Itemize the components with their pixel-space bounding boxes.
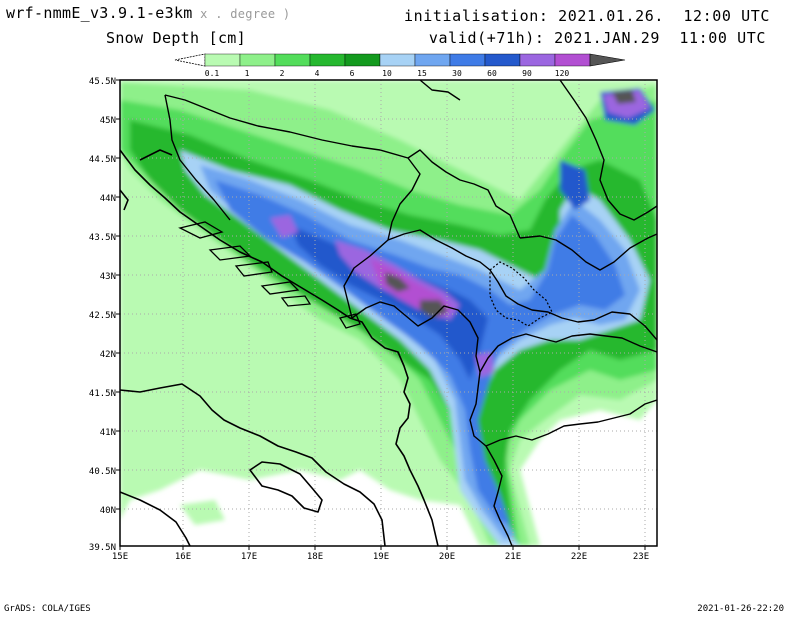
lon-label: 19E	[373, 552, 389, 562]
field-title: Snow Depth [cm]	[106, 29, 246, 47]
coastlines	[120, 149, 439, 546]
lat-label: 40N	[100, 506, 116, 516]
colorbar-swatch	[449, 53, 486, 67]
colorbar-high-arrow	[589, 53, 626, 67]
lat-label: 41.5N	[89, 389, 116, 399]
provisional-border	[489, 261, 553, 327]
run-timestamp: 2021-01-26-22:20	[697, 604, 784, 614]
map-border	[119, 79, 658, 547]
lat-label: 42.5N	[89, 311, 116, 321]
lat-label: 45N	[100, 116, 116, 126]
islands	[178, 221, 361, 329]
lat-label: 44N	[100, 194, 116, 204]
colorbar: 0.1 1 2 4 6 10 15 30 60 90 120	[174, 53, 626, 78]
lon-label: 15E	[112, 552, 128, 562]
colorbar-label: 15	[417, 69, 427, 78]
lat-label: 40.5N	[89, 467, 116, 477]
valid-time: valid(+71h): 2021.JAN.29 11:00 UTC	[428, 29, 766, 47]
lat-label: 43.5N	[89, 233, 116, 243]
graticule	[120, 80, 657, 546]
axis-ticks	[116, 79, 646, 550]
snow-depth-field	[120, 80, 657, 546]
colorbar-swatch	[379, 53, 416, 67]
colorbar-swatch	[414, 53, 451, 67]
snow-patch-southwest	[180, 500, 225, 525]
colorbar-label: 4	[315, 69, 320, 78]
lon-label: 18E	[307, 552, 323, 562]
colorbar-label: 30	[452, 69, 462, 78]
lon-label: 22E	[571, 552, 587, 562]
colorbar-label: 2	[280, 69, 285, 78]
colorbar-label: 10	[382, 69, 392, 78]
lat-label: 44.5N	[89, 155, 116, 165]
model-title: wrf-nmmE_v3.9.1-e3km x . degree )	[6, 4, 290, 22]
colorbar-label: 1	[245, 69, 250, 78]
colorbar-swatch	[344, 53, 381, 67]
lat-label: 43N	[100, 272, 116, 282]
colorbar-label: 0.1	[205, 69, 220, 78]
snow-contour-30	[215, 180, 625, 525]
colorbar-label: 6	[350, 69, 355, 78]
initialisation-time: initialisation: 2021.01.26. 12:00 UTC	[404, 7, 770, 25]
colorbar-label: 120	[555, 69, 570, 78]
colorbar-swatch	[484, 53, 521, 67]
colorbar-low-arrow	[174, 53, 206, 67]
colorbar-label: 90	[522, 69, 532, 78]
longitude-labels: 15E 16E 17E 18E 19E 20E 21E 22E 23E	[112, 552, 649, 562]
lat-label: 41N	[100, 428, 116, 438]
colorbar-swatch	[554, 53, 591, 67]
snow-contour-60	[290, 88, 655, 380]
lat-label: 39.5N	[89, 543, 116, 553]
colorbar-swatch	[204, 53, 241, 67]
colorbar-swatch	[274, 53, 311, 67]
lat-label: 45.5N	[89, 77, 116, 87]
latitude-labels: 45.5N 45N 44.5N 44N 43.5N 43N 42.5N 42N …	[89, 77, 116, 553]
lon-label: 16E	[175, 552, 191, 562]
colorbar-swatch	[519, 53, 556, 67]
colorbar-swatch	[309, 53, 346, 67]
lon-label: 17E	[241, 552, 257, 562]
model-name: wrf-nmmE_v3.9.1-e3km	[6, 4, 193, 22]
national-borders	[164, 80, 657, 546]
colorbar-swatch	[239, 53, 276, 67]
projection-label: x . degree )	[200, 7, 291, 21]
lat-label: 42N	[100, 350, 116, 360]
lon-label: 23E	[633, 552, 649, 562]
grads-credit: GrADS: COLA/IGES	[4, 604, 91, 614]
colorbar-label: 60	[487, 69, 497, 78]
lon-label: 20E	[439, 552, 455, 562]
lon-label: 21E	[505, 552, 521, 562]
